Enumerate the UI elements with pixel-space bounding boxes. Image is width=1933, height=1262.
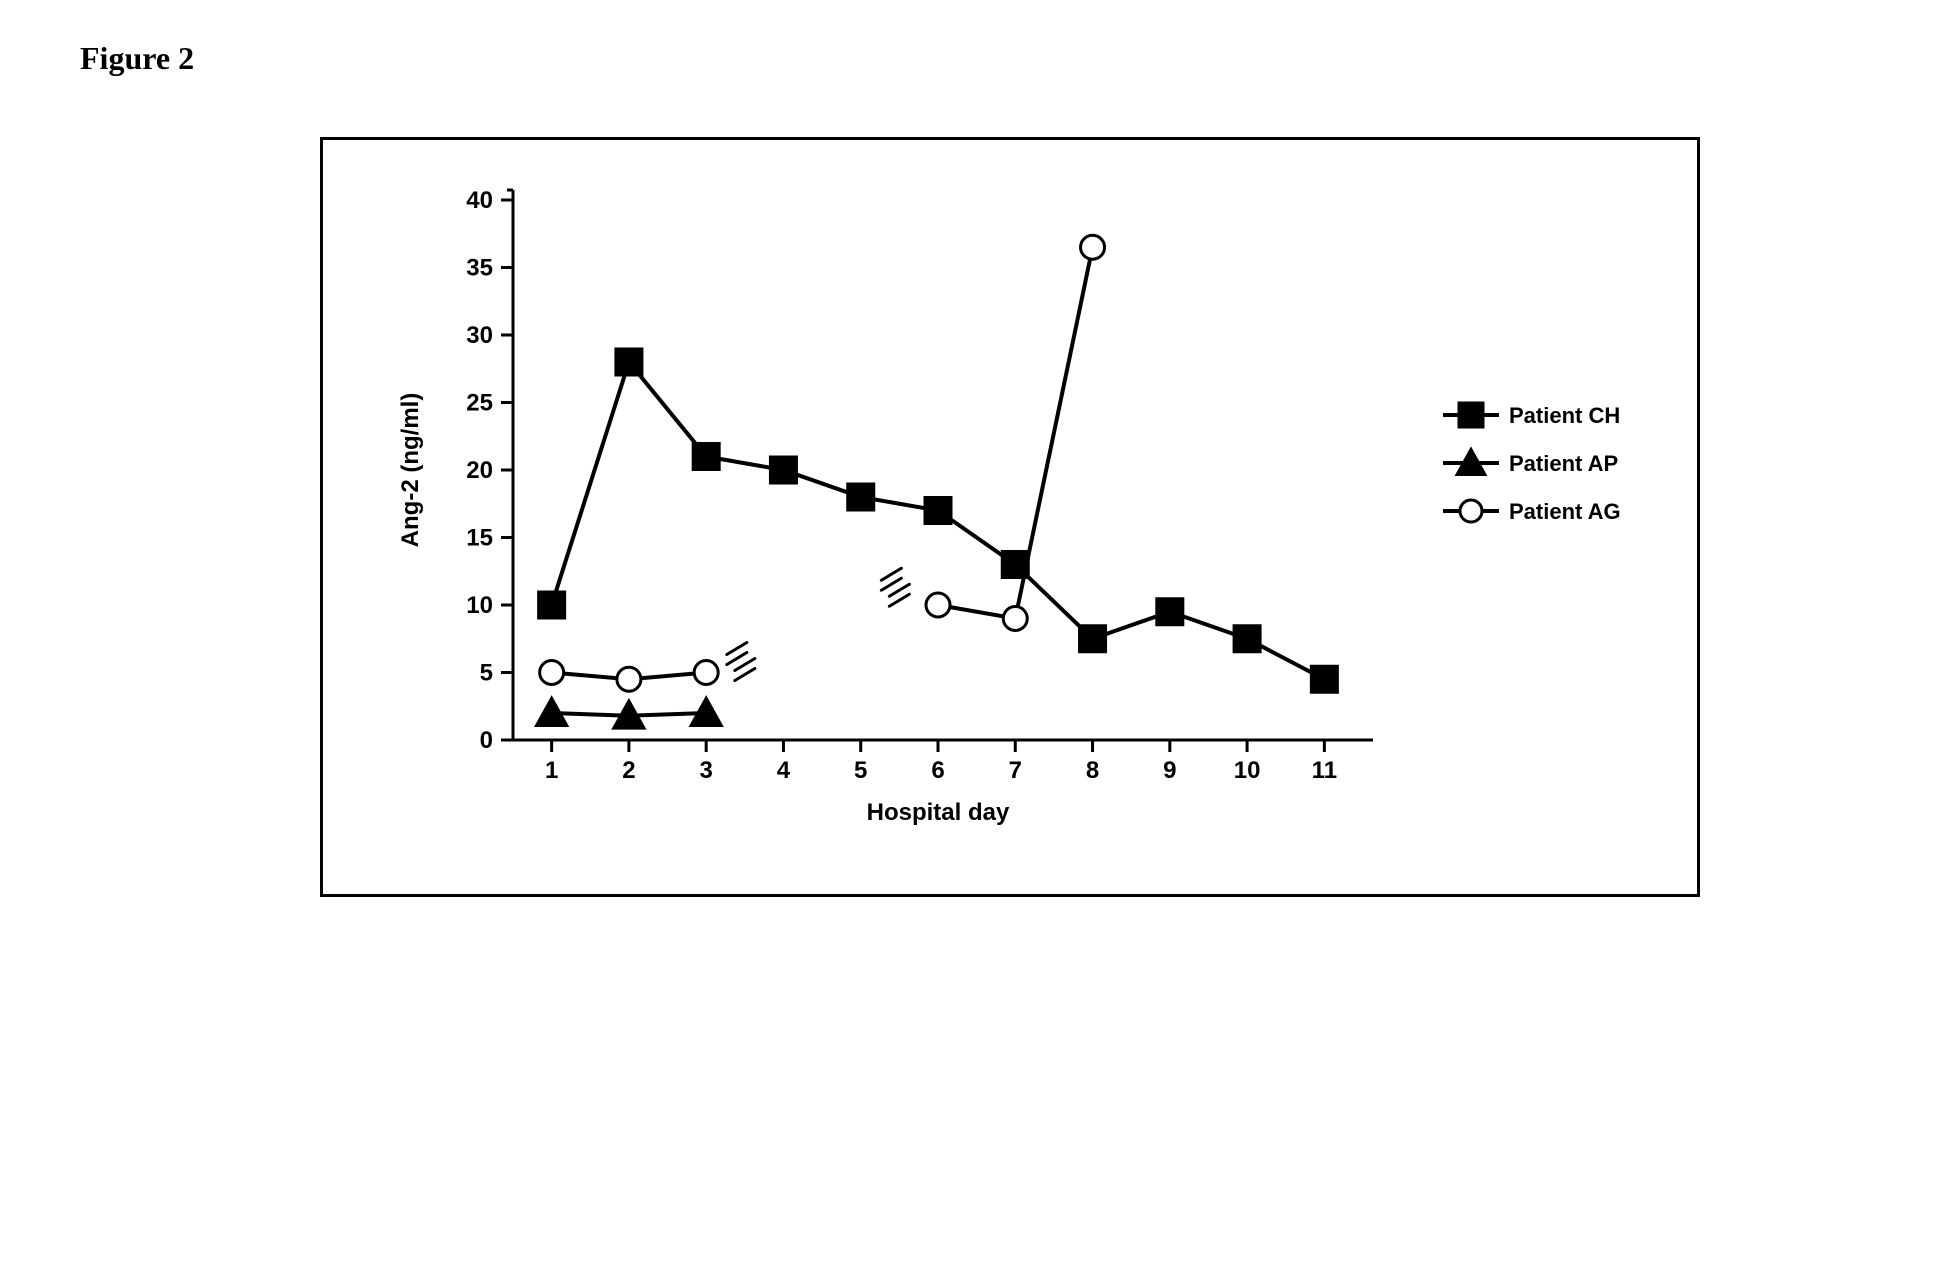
svg-text:30: 30	[466, 322, 493, 349]
legend: Patient CH Patient AP Patient AG	[1443, 402, 1621, 524]
svg-text:8: 8	[1086, 757, 1099, 784]
chart-svg: 0 5 10 15 20 25 30 35 40 1 2 3 4 5 6 7 8 9 10 11 Hospital da…	[323, 140, 1697, 894]
series-patient-ag	[540, 235, 1105, 691]
svg-text:Patient AG: Patient AG	[1509, 499, 1621, 524]
svg-text:1: 1	[545, 757, 558, 784]
svg-text:25: 25	[466, 390, 493, 417]
svg-text:Patient AP: Patient AP	[1509, 451, 1618, 476]
svg-text:9: 9	[1163, 757, 1176, 784]
svg-text:5: 5	[480, 660, 493, 687]
svg-text:5: 5	[854, 757, 867, 784]
svg-text:40: 40	[466, 187, 493, 214]
svg-text:3: 3	[700, 757, 713, 784]
svg-text:10: 10	[1234, 757, 1261, 784]
chart-frame: 0 5 10 15 20 25 30 35 40 1 2 3 4 5 6 7 8 9 10 11 Hospital da…	[320, 137, 1700, 897]
svg-text:Patient CH: Patient CH	[1509, 403, 1620, 428]
svg-text:11: 11	[1312, 757, 1337, 784]
series-patient-ch	[538, 348, 1339, 693]
svg-text:20: 20	[466, 457, 493, 484]
svg-text:7: 7	[1009, 757, 1022, 784]
svg-text:0: 0	[480, 727, 493, 754]
svg-text:15: 15	[466, 525, 493, 552]
svg-text:4: 4	[777, 757, 791, 784]
svg-text:Ang-2 (ng/ml): Ang-2 (ng/ml)	[397, 393, 424, 548]
series-patient-ap	[535, 696, 723, 729]
figure-title: Figure 2	[80, 40, 1893, 77]
gap-mark	[881, 568, 909, 606]
svg-text:6: 6	[931, 757, 944, 784]
svg-text:10: 10	[466, 592, 493, 619]
svg-text:Hospital day: Hospital day	[867, 799, 1010, 826]
gap-mark	[727, 643, 755, 681]
svg-text:2: 2	[622, 757, 635, 784]
svg-text:35: 35	[466, 255, 493, 282]
